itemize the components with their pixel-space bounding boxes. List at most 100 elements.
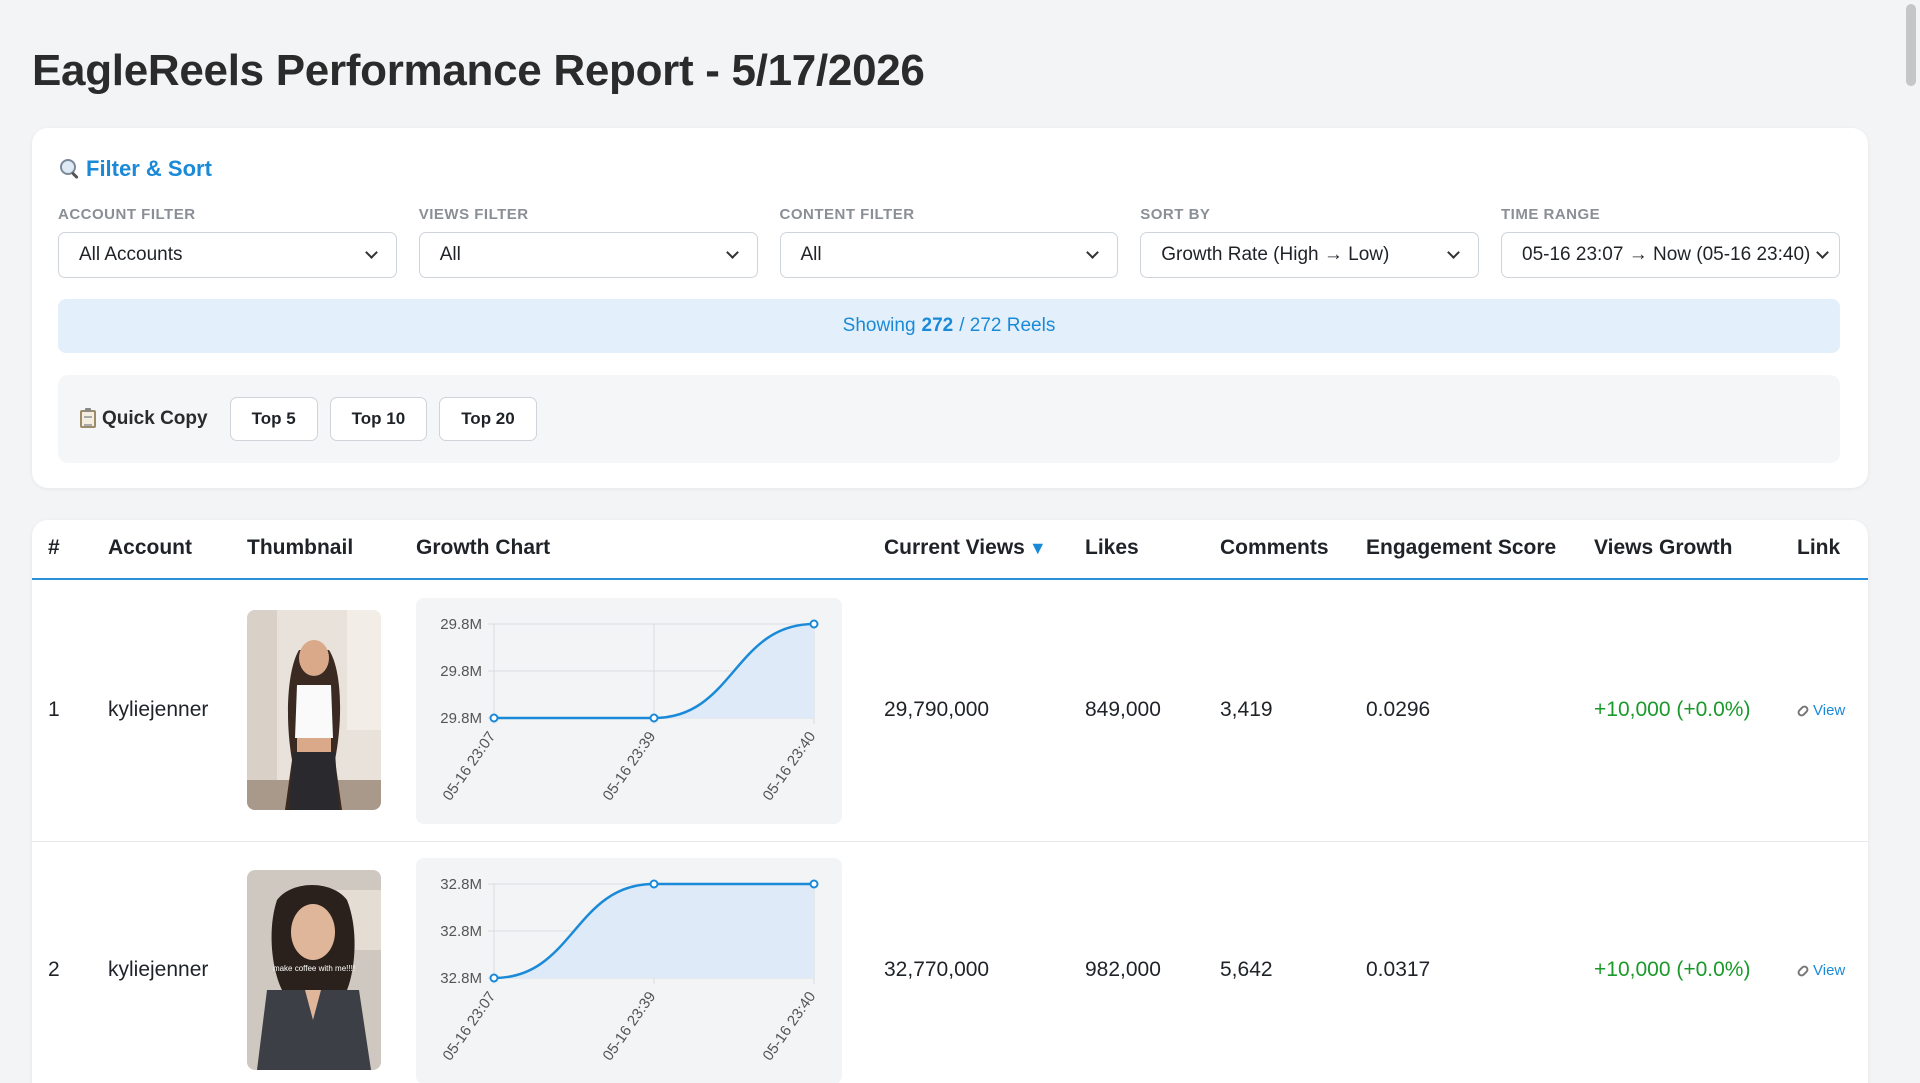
top-5-button[interactable]: Top 5 bbox=[229, 397, 318, 441]
magnifier-icon bbox=[58, 158, 80, 180]
chevron-down-icon bbox=[1816, 246, 1830, 259]
reel-thumbnail[interactable]: make coffee with me!!!! bbox=[247, 870, 381, 1070]
link-icon bbox=[1795, 703, 1811, 718]
time-range-label: TIME RANGE bbox=[1501, 206, 1601, 223]
chart-point bbox=[489, 713, 499, 723]
chart-point bbox=[649, 879, 659, 889]
chart-x-tick: 05-16 23:07 bbox=[439, 989, 499, 1064]
growth-chart: 29.8M 29.8M 29.8M 05-16 23:07 05-16 23:39 05-… bbox=[416, 598, 842, 824]
view-link-text: View bbox=[1813, 962, 1846, 979]
filter-title-text: Filter & Sort bbox=[86, 156, 212, 181]
col-growth-chart[interactable]: Growth Chart bbox=[416, 536, 551, 559]
view-link[interactable]: View bbox=[1795, 962, 1846, 979]
chart-area-fill bbox=[494, 884, 814, 978]
chart-y-tick: 29.8M bbox=[440, 616, 482, 633]
filters-row: ACCOUNT FILTER All Accounts VIEWS FILTER… bbox=[58, 206, 1840, 278]
col-comments[interactable]: Comments bbox=[1220, 536, 1329, 559]
sort-by: SORT BY Growth Rate (High → Low) bbox=[1140, 206, 1479, 278]
col-views-growth[interactable]: Views Growth bbox=[1594, 536, 1733, 559]
chart-point bbox=[489, 973, 499, 983]
showing-prefix: Showing bbox=[842, 315, 916, 336]
chart-point bbox=[809, 879, 819, 889]
time-range-select[interactable]: 05-16 23:07 → Now (05-16 23:40) bbox=[1501, 232, 1840, 278]
chevron-down-icon bbox=[725, 246, 739, 259]
chart-x-tick: 05-16 23:40 bbox=[759, 729, 819, 804]
row-current-views: 32,770,000 bbox=[884, 958, 990, 981]
top-20-button[interactable]: Top 20 bbox=[439, 397, 537, 441]
growth-chart-svg: 32.8M 32.8M 32.8M 05-16 23:07 05-16 23:39 05-… bbox=[439, 876, 819, 1064]
filter-title: Filter & Sort bbox=[58, 156, 212, 182]
chart-series-line bbox=[494, 622, 815, 720]
col-current-views-label: Current Views bbox=[884, 536, 1025, 559]
top-10-button[interactable]: Top 10 bbox=[329, 397, 428, 441]
views-filter-select[interactable]: All bbox=[418, 232, 758, 278]
time-range-value: 05-16 23:07 → Now (05-16 23:40) bbox=[1522, 244, 1811, 265]
view-link-text: View bbox=[1813, 702, 1846, 719]
account-filter-label: ACCOUNT FILTER bbox=[58, 206, 196, 223]
row-rank: 2 bbox=[48, 958, 60, 981]
sort-desc-icon: ▼ bbox=[1028, 538, 1047, 558]
chart-point bbox=[809, 619, 819, 629]
page-title: EagleReels Performance Report - 5/17/202… bbox=[32, 46, 925, 95]
row-views-growth: +10,000 (+0.0%) bbox=[1594, 698, 1751, 721]
table-row: 2 kyliejenner make coffee with me!!!! 32… bbox=[32, 842, 1868, 1083]
quick-copy-bar: Quick Copy Top 5 Top 10 Top 20 bbox=[58, 375, 1840, 463]
chevron-down-icon bbox=[364, 246, 378, 259]
content-filter-label: CONTENT FILTER bbox=[779, 206, 915, 223]
col-engagement[interactable]: Engagement Score bbox=[1366, 536, 1557, 559]
sort-by-select[interactable]: Growth Rate (High → Low) bbox=[1140, 232, 1479, 278]
showing-count: 272 bbox=[921, 315, 954, 336]
row-rank: 1 bbox=[48, 698, 60, 721]
col-rank[interactable]: # bbox=[48, 536, 60, 559]
content-filter-value: All bbox=[800, 244, 822, 265]
growth-chart-svg: 29.8M 29.8M 29.8M 05-16 23:07 05-16 23:39 05-… bbox=[439, 616, 819, 804]
reels-table: # Account Thumbnail Growth Chart Current… bbox=[32, 520, 1868, 1083]
chart-point bbox=[649, 713, 659, 723]
views-filter: VIEWS FILTER All bbox=[418, 206, 758, 278]
page-scrollbar[interactable] bbox=[1902, 0, 1920, 1083]
chart-y-tick: 32.8M bbox=[440, 923, 482, 940]
col-account[interactable]: Account bbox=[108, 536, 192, 559]
scrollbar-thumb[interactable] bbox=[1906, 4, 1916, 86]
reel-thumbnail[interactable] bbox=[247, 610, 381, 810]
filter-card: Filter & Sort ACCOUNT FILTER All Account… bbox=[32, 128, 1868, 488]
table-row: 1 kyliejenner 29.8M 29.8M 29.8M 05-16 23:07… bbox=[32, 582, 1868, 842]
row-account: kyliejenner bbox=[108, 698, 209, 721]
clipboard-icon bbox=[80, 408, 96, 428]
row-comments: 5,642 bbox=[1220, 958, 1273, 981]
col-link[interactable]: Link bbox=[1797, 536, 1841, 559]
view-link[interactable]: View bbox=[1795, 702, 1846, 719]
chart-y-tick: 29.8M bbox=[440, 663, 482, 680]
time-range: TIME RANGE 05-16 23:07 → Now (05-16 23:4… bbox=[1501, 206, 1840, 278]
chart-x-tick: 05-16 23:39 bbox=[599, 729, 659, 804]
sort-by-value: Growth Rate (High → Low) bbox=[1161, 244, 1390, 265]
account-filter-select[interactable]: All Accounts bbox=[58, 232, 397, 278]
chevron-down-icon bbox=[1086, 246, 1100, 259]
col-thumbnail[interactable]: Thumbnail bbox=[247, 536, 354, 559]
row-account: kyliejenner bbox=[108, 958, 209, 981]
growth-chart: 32.8M 32.8M 32.8M 05-16 23:07 05-16 23:39 05-… bbox=[416, 858, 842, 1083]
row-comments: 3,419 bbox=[1220, 698, 1273, 721]
chart-y-tick: 29.8M bbox=[440, 710, 482, 727]
sort-by-label: SORT BY bbox=[1140, 206, 1211, 223]
quick-copy-text: Quick Copy bbox=[102, 408, 208, 429]
row-views-growth: +10,000 (+0.0%) bbox=[1594, 958, 1751, 981]
link-icon bbox=[1795, 963, 1811, 978]
chart-series-line bbox=[493, 882, 814, 980]
chart-x-tick: 05-16 23:07 bbox=[439, 729, 499, 804]
table-header: # Account Thumbnail Growth Chart Current… bbox=[32, 520, 1868, 580]
views-filter-value: All bbox=[439, 244, 461, 265]
chart-x-tick: 05-16 23:40 bbox=[759, 989, 819, 1064]
chart-x-tick: 05-16 23:39 bbox=[599, 989, 659, 1064]
content-filter-select[interactable]: All bbox=[779, 232, 1119, 278]
showing-suffix: / 272 Reels bbox=[959, 315, 1056, 336]
chart-y-tick: 32.8M bbox=[440, 876, 482, 893]
col-current-views[interactable]: Current Views ▼ bbox=[884, 536, 1047, 560]
quick-copy-label: Quick Copy bbox=[80, 408, 208, 430]
row-current-views: 29,790,000 bbox=[884, 698, 990, 721]
row-likes: 982,000 bbox=[1085, 958, 1161, 981]
row-likes: 849,000 bbox=[1085, 698, 1161, 721]
col-likes[interactable]: Likes bbox=[1085, 536, 1139, 559]
row-engagement: 0.0317 bbox=[1366, 958, 1431, 981]
account-filter: ACCOUNT FILTER All Accounts bbox=[58, 206, 397, 278]
